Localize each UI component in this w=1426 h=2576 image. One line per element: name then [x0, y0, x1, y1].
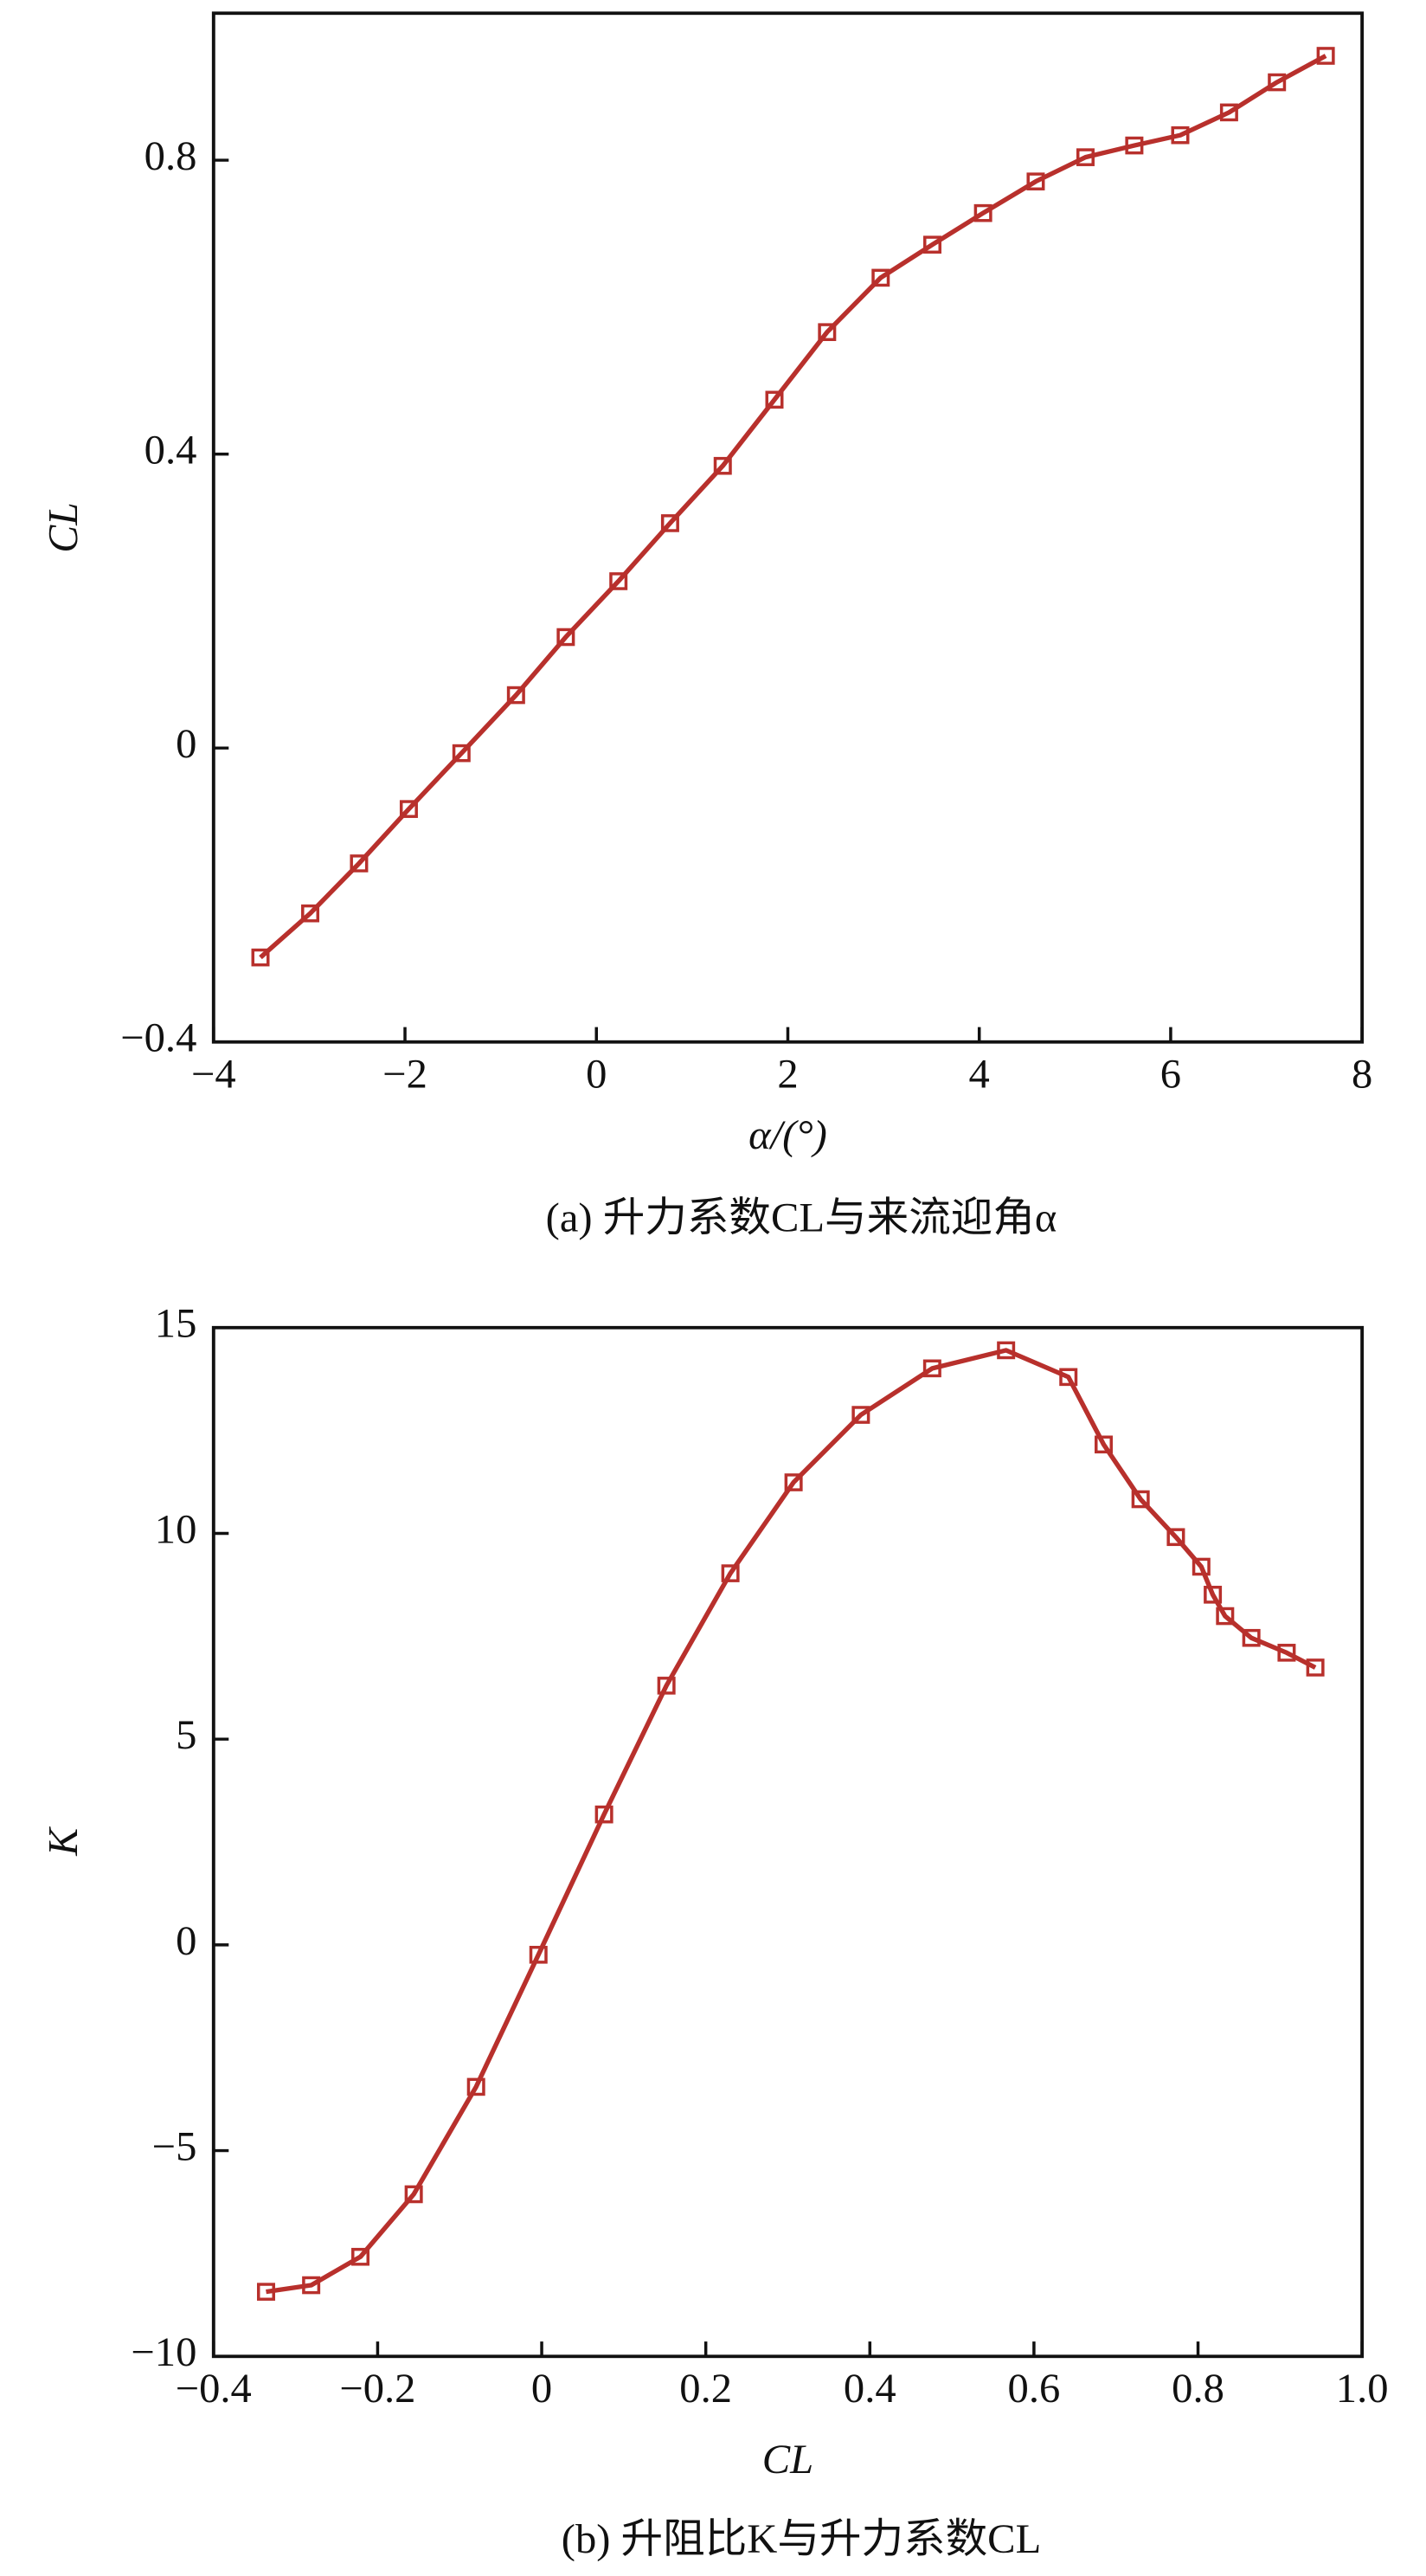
data-marker: [609, 572, 628, 590]
x-tick-label: 6: [1160, 1052, 1181, 1098]
data-marker: [1306, 1658, 1325, 1677]
data-marker: [556, 628, 575, 647]
y-tick-label: 0: [176, 722, 196, 768]
data-marker: [721, 1564, 740, 1582]
data-marker: [1166, 1528, 1185, 1547]
x-tick-label: 0.2: [679, 2367, 732, 2412]
x-tick-label: −4: [191, 1052, 236, 1098]
y-axis-label: CL: [40, 502, 86, 552]
x-tick-label: 0.4: [844, 2367, 896, 2412]
data-marker: [1059, 1368, 1078, 1387]
data-line: [259, 54, 1327, 960]
data-marker: [251, 948, 270, 967]
data-marker: [301, 904, 320, 923]
data-marker: [1268, 73, 1287, 92]
y-tick-label: 0: [176, 1918, 196, 1964]
caption: (a) 升力系数CL与来流迎角α: [546, 1195, 1057, 1241]
data-marker: [851, 1406, 870, 1424]
y-tick-label: −10: [131, 2330, 196, 2376]
x-tick-label: 0: [531, 2367, 552, 2412]
y-tick-label: 15: [155, 1301, 197, 1347]
y-tick-label: 0.8: [145, 133, 197, 179]
data-marker: [256, 2283, 275, 2301]
x-tick-label: 0.8: [1172, 2367, 1224, 2412]
data-marker: [660, 514, 679, 532]
data-marker: [713, 456, 732, 475]
x-axis-label: α/(°): [748, 1113, 827, 1159]
data-marker: [1242, 1628, 1261, 1647]
data-marker: [1192, 1557, 1211, 1576]
x-tick-label: 0: [586, 1052, 607, 1098]
y-tick-label: −0.4: [120, 1015, 196, 1061]
data-marker: [466, 2077, 485, 2096]
data-line: [266, 1348, 1317, 2295]
data-marker: [657, 1677, 676, 1695]
data-marker: [529, 1945, 548, 1964]
data-marker: [922, 1359, 941, 1378]
x-tick-label: −0.4: [176, 2367, 252, 2412]
y-tick-label: −5: [152, 2124, 197, 2170]
data-marker: [997, 1341, 1016, 1360]
data-marker: [818, 323, 837, 341]
data-marker: [973, 203, 992, 222]
y-tick-label: 10: [155, 1507, 197, 1553]
data-marker: [1219, 103, 1238, 122]
x-tick-label: −2: [382, 1052, 427, 1098]
data-marker: [923, 235, 941, 254]
data-marker: [765, 390, 784, 409]
data-marker: [1026, 172, 1045, 190]
data-marker: [1171, 126, 1190, 145]
data-marker: [351, 2247, 370, 2266]
plot-frame: [211, 1325, 1365, 2359]
data-marker: [350, 854, 369, 873]
data-marker: [1131, 1490, 1150, 1509]
x-tick-label: −0.2: [339, 2367, 415, 2412]
data-marker: [1277, 1644, 1296, 1662]
data-marker: [452, 744, 471, 763]
data-marker: [1216, 1607, 1235, 1626]
data-marker: [1125, 136, 1144, 155]
data-marker: [1076, 148, 1095, 166]
data-marker: [871, 268, 890, 287]
data-marker: [594, 1805, 613, 1824]
x-tick-label: 8: [1352, 1052, 1372, 1098]
x-tick-label: 4: [969, 1052, 990, 1098]
x-tick-label: 1.0: [1336, 2367, 1389, 2412]
y-tick-label: 5: [176, 1713, 196, 1759]
x-tick-label: 2: [777, 1052, 798, 1098]
y-tick-label: 0.4: [145, 428, 197, 473]
data-marker: [506, 686, 525, 705]
caption: (b) 升阻比K与升力系数CL: [562, 2516, 1041, 2562]
x-axis-label: CL: [762, 2438, 813, 2483]
data-marker: [1316, 47, 1335, 65]
plot-frame: [211, 11, 1365, 1044]
data-marker: [404, 2185, 423, 2204]
y-axis-label: K: [40, 1826, 86, 1857]
data-marker: [1095, 1435, 1113, 1454]
data-marker: [399, 800, 418, 818]
data-marker: [302, 2276, 321, 2295]
x-tick-label: 0.6: [1008, 2367, 1061, 2412]
data-marker: [1204, 1586, 1223, 1604]
data-marker: [784, 1473, 803, 1491]
